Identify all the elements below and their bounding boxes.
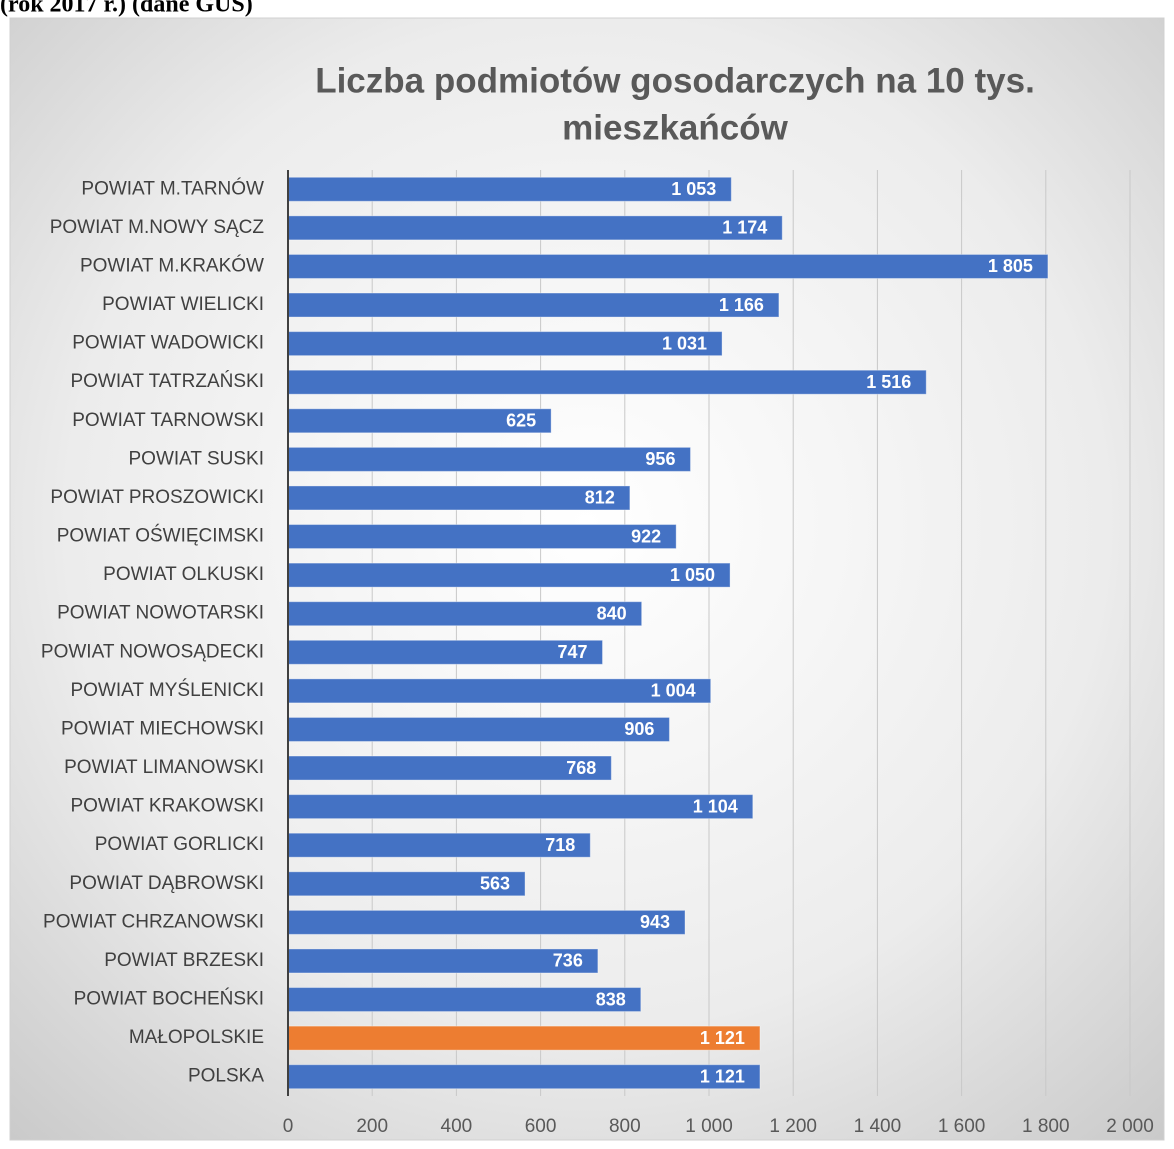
bar [287,524,677,550]
y-tick-label: POWIAT TARNOWSKI [72,410,264,431]
x-tick-label: 1 000 [685,1116,733,1137]
bar [287,639,603,665]
y-tick-label: POWIAT SUSKI [129,448,265,469]
value-label: 1 516 [866,372,911,392]
bar [287,1025,761,1051]
value-label: 956 [645,449,675,469]
y-tick-label: POWIAT BOCHEŃSKI [74,989,264,1010]
y-tick-label: POWIAT LIMANOWSKI [64,757,264,778]
bar [287,601,643,627]
value-label: 1 004 [651,681,696,701]
y-tick-label: POWIAT TATRZAŃSKI [70,371,264,392]
y-tick-label: POWIAT MYŚLENICKI [70,679,264,701]
y-tick-label: POWIAT CHRZANOWSKI [43,911,264,932]
y-tick-label: POWIAT MIECHOWSKI [61,718,264,739]
y-tick-label: POWIAT GORLICKI [95,834,264,855]
bar [287,716,670,742]
y-tick-label: POWIAT DĄBROWSKI [69,873,264,894]
bar [287,215,783,241]
x-tick-label: 600 [525,1116,557,1137]
bar [287,909,686,935]
value-label: 943 [640,912,670,932]
bar [287,485,631,511]
x-tick-label: 1 200 [769,1116,817,1137]
bar [287,408,552,434]
value-label: 1 121 [700,1028,745,1048]
value-label: 1 121 [700,1066,745,1086]
x-tick-label: 1 600 [938,1116,986,1137]
y-tick-label: POWIAT M.NOWY SĄCZ [50,217,265,238]
value-label: 1 805 [988,256,1033,276]
y-tick-label: POWIAT M.TARNÓW [81,177,264,199]
value-label: 840 [597,603,627,623]
x-tick-label: 200 [356,1116,388,1137]
y-tick-label: POWIAT OLKUSKI [103,564,264,585]
bar [287,369,927,395]
value-label: 747 [557,642,587,662]
chart-title: Liczba podmiotów gosodarczych na 10 tys. [315,61,1035,100]
x-tick-label: 0 [283,1116,294,1137]
x-tick-label: 800 [609,1116,641,1137]
value-label: 922 [631,526,661,546]
bar [287,987,642,1013]
y-tick-label: POWIAT NOWOTARSKI [57,603,264,624]
y-tick-label: POWIAT WADOWICKI [72,333,264,354]
x-tick-label: 1 800 [1022,1116,1070,1137]
x-tick-label: 400 [441,1116,473,1137]
y-tick-label: POLSKA [188,1066,264,1087]
y-tick-label: POWIAT WIELICKI [102,294,264,315]
bar [287,446,691,472]
caption: (rok 2017 r.) (dane GUS) [0,0,253,18]
y-tick-label: POWIAT KRAKOWSKI [70,796,264,817]
bar [287,176,732,202]
bar [287,1064,761,1090]
value-label: 906 [624,719,654,739]
value-label: 736 [553,951,583,971]
chart-title: mieszkańców [562,108,788,147]
bar [287,292,780,318]
y-tick-label: MAŁOPOLSKIE [129,1027,264,1048]
value-label: 1 053 [671,179,716,199]
value-label: 1 031 [662,333,707,353]
bar [287,562,731,588]
bar [287,755,612,781]
value-label: 1 104 [693,796,738,816]
y-tick-label: POWIAT OŚWIĘCIMSKI [57,525,264,547]
bar [287,871,526,897]
y-tick-label: POWIAT PROSZOWICKI [50,487,264,508]
x-tick-label: 1 400 [854,1116,902,1137]
value-label: 812 [585,488,615,508]
bar [287,948,599,974]
value-label: 718 [545,835,575,855]
value-label: 1 166 [719,295,764,315]
value-label: 1 174 [722,218,767,238]
bar [287,331,723,357]
bar [287,253,1049,279]
value-label: 563 [480,874,510,894]
bar [287,794,754,820]
y-tick-label: POWIAT BRZESKI [104,950,264,971]
x-tick-label: 2 000 [1106,1116,1154,1137]
value-label: 1 050 [670,565,715,585]
bar [287,678,712,704]
y-tick-label: POWIAT M.KRAKÓW [80,254,264,276]
value-label: 768 [566,758,596,778]
value-label: 625 [506,411,536,431]
y-tick-label: POWIAT NOWOSĄDECKI [41,641,264,662]
value-label: 838 [596,989,626,1009]
